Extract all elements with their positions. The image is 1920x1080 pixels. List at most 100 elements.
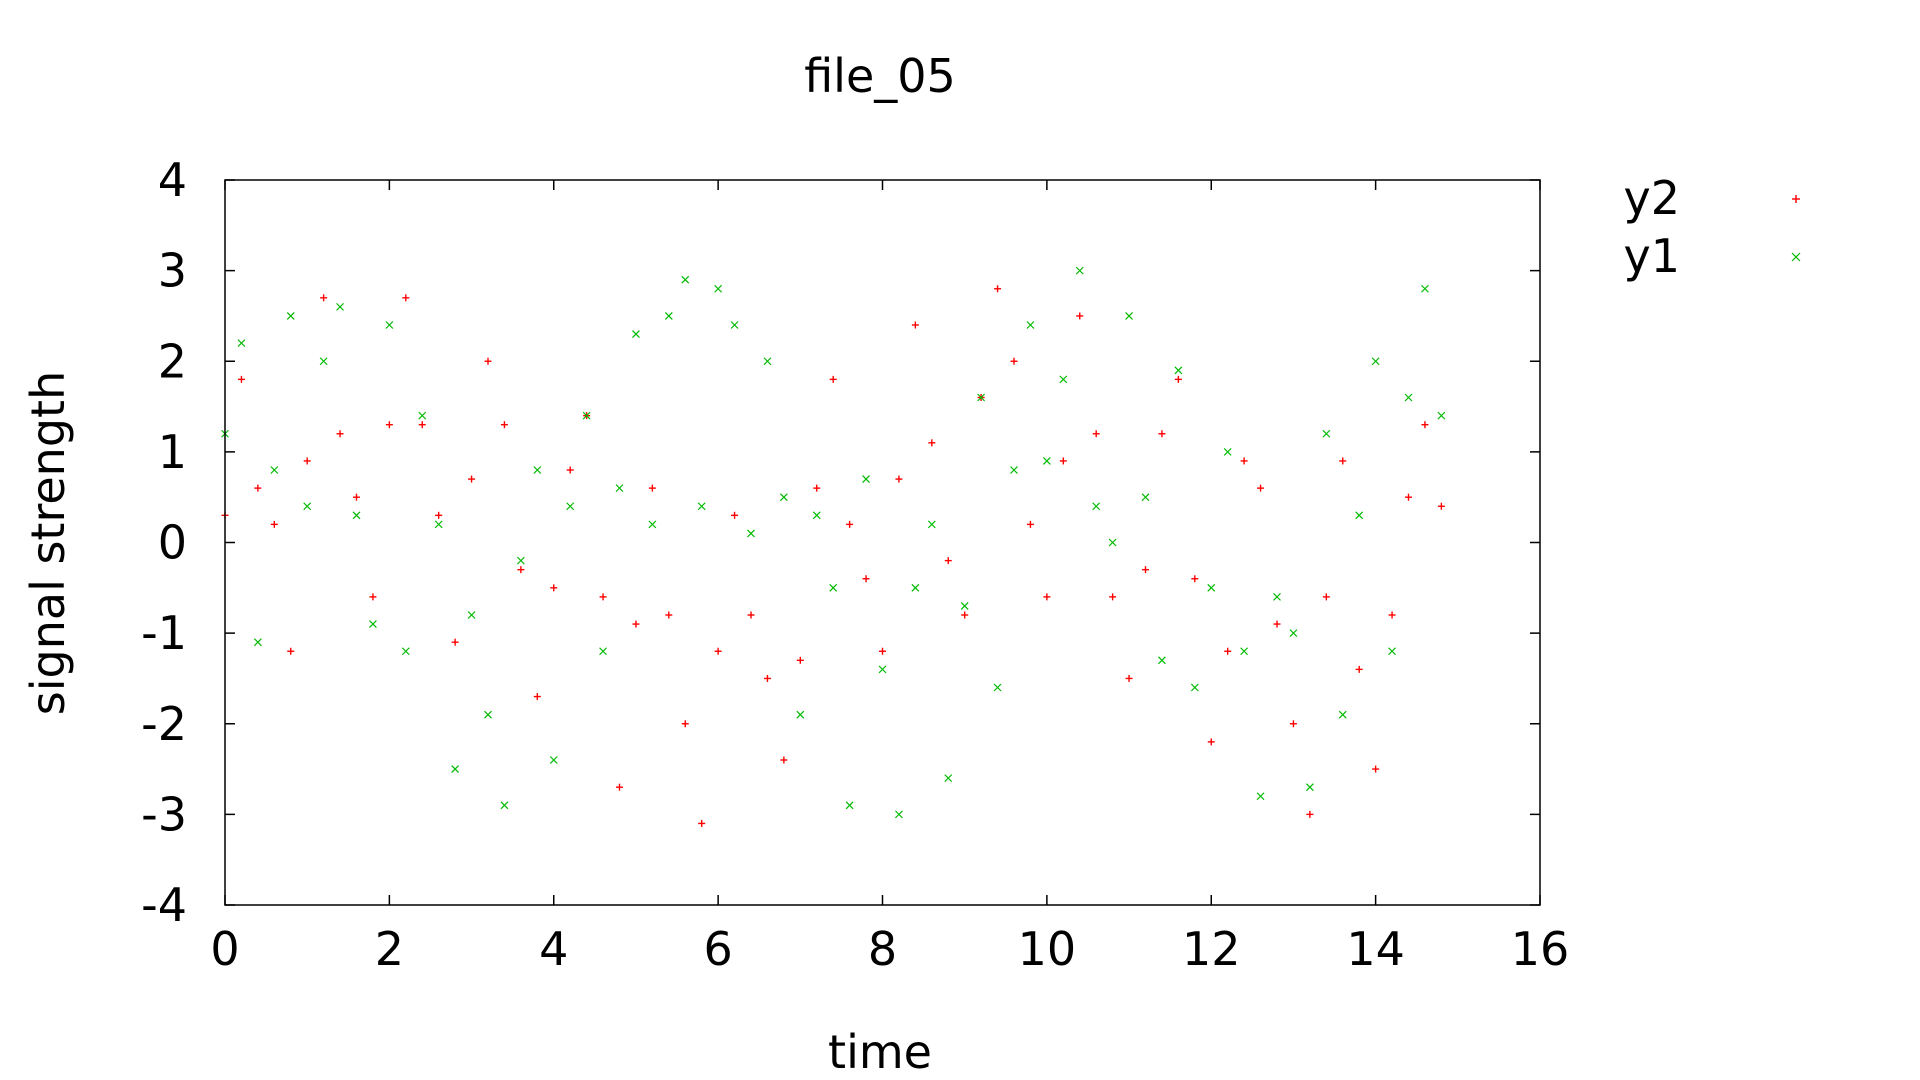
point-y1-b [829,583,838,592]
point-y1-b [500,801,509,810]
point-y2 [813,484,821,492]
point-y1-b [697,502,706,511]
point-y1 [516,556,525,565]
point-y1 [582,411,591,420]
point-y1 [1042,457,1051,465]
point-y2 [1059,457,1067,465]
point-y1 [1256,792,1265,801]
point-y2 [1405,493,1412,501]
point-y2 [780,756,788,764]
point-y1 [927,520,936,529]
point-y2 [1339,457,1347,465]
point-y2 [928,439,936,447]
point-y1 [533,466,542,474]
point-y1-b [812,511,821,520]
point-y1 [911,583,920,592]
point-y1-b [1371,357,1380,366]
point-y1 [1289,629,1298,638]
point-y2 [418,421,426,429]
point-y1 [369,620,377,628]
point-y2 [911,321,919,329]
point-y1 [1388,647,1396,656]
x-tick-label: 6 [703,922,732,976]
point-y1-b [1388,647,1396,656]
point-y1 [845,801,854,810]
point-y2 [336,430,344,438]
point-y1-b [1240,647,1249,656]
point-y1-b [582,411,591,420]
point-y1 [1322,429,1331,438]
point-y2 [484,357,492,365]
point-y1 [1404,393,1413,402]
point-y2 [1355,665,1363,673]
point-y2 [1142,566,1149,574]
point-y2 [303,457,311,465]
point-y2 [1026,520,1034,528]
x-axis-label: time [828,1025,932,1079]
point-y1-b [1355,511,1364,520]
point-y1 [1141,493,1150,502]
point-y2 [1043,593,1051,601]
point-y1 [451,765,460,773]
point-y1-b [516,556,525,565]
point-y2 [1240,457,1248,465]
point-y1 [401,647,410,656]
point-y1-b [286,312,295,320]
x-tick-label: 16 [1511,922,1570,976]
point-y2 [681,720,689,728]
x-tick-label: 4 [539,922,568,976]
point-y2 [237,375,245,383]
point-y1-b [385,321,394,329]
point-y2 [731,511,739,519]
point-y2 [287,647,295,655]
point-y1-b [1158,656,1166,665]
point-y2 [451,638,459,646]
point-y2 [879,647,886,655]
point-y1-b [878,665,887,674]
point-y1-b [1273,592,1281,601]
point-y1 [1273,592,1281,601]
point-y2 [961,611,969,619]
point-y1 [1026,321,1035,329]
point-y2 [1306,810,1314,818]
point-y1-b [681,275,690,284]
point-y2 [402,294,410,302]
point-y2 [1158,430,1166,438]
point-y2 [369,593,377,601]
point-y1-b [1207,583,1216,592]
point-y1 [1338,710,1347,719]
point-y1 [1108,538,1117,547]
point-y1 [1075,266,1084,275]
point-y1-b [319,357,328,366]
point-y2 [435,511,443,519]
point-y1 [632,330,640,338]
point-y1-b [779,493,788,502]
x-tick-label: 10 [1018,922,1077,976]
point-y1 [1158,656,1166,665]
point-y1 [648,520,657,529]
point-y1-b [1338,710,1347,719]
point-y2 [550,584,558,592]
point-y1-b [747,529,755,538]
point-y1 [467,611,476,619]
point-y2 [747,611,755,619]
point-y1 [237,339,246,348]
point-y1-b [1437,411,1446,420]
point-y1-b [1256,792,1265,801]
point-y2 [254,484,262,492]
legend-label-y2: y2 [1624,171,1681,225]
point-y2 [1437,502,1445,510]
point-y1-b [484,710,492,719]
point-y1 [1207,583,1216,592]
point-y1-b [714,284,723,293]
point-y2 [1372,765,1380,773]
point-y2 [1109,593,1117,601]
point-y1-b [615,484,624,493]
point-y1-b [1026,321,1035,329]
point-y1 [253,638,262,647]
y-tick-label: -1 [141,606,187,660]
point-y2 [1273,620,1281,628]
point-y1 [1223,447,1232,456]
